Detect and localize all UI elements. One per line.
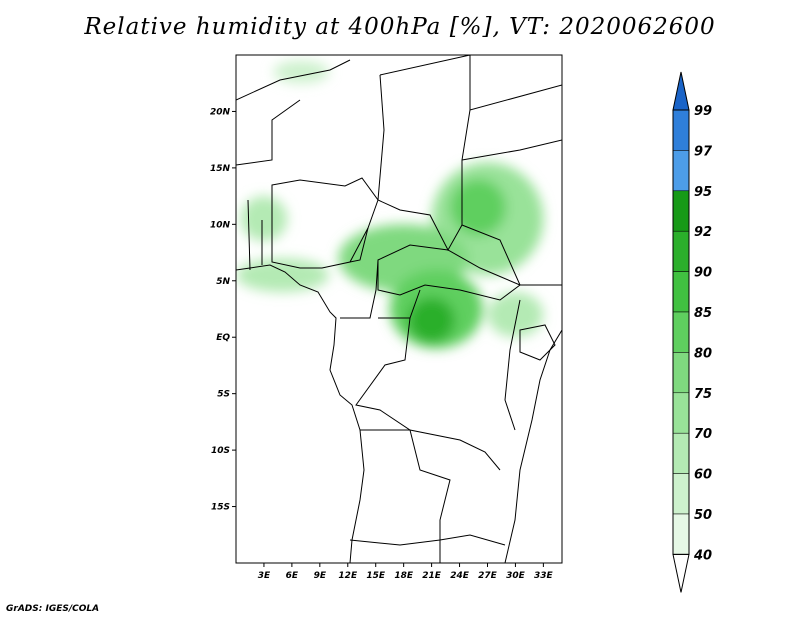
colorbar-swatch	[672, 230, 690, 272]
lon-tick-label: 18E	[394, 571, 414, 581]
border-angola	[360, 429, 451, 563]
colorbar-label: 99	[694, 104, 712, 119]
colorbar-label: 75	[694, 387, 712, 402]
colorbar-label: 50	[694, 508, 712, 523]
coastline-east-africa	[504, 329, 562, 563]
lat-tick-label: 20N	[210, 107, 231, 117]
colorbar-top-arrow	[672, 71, 690, 111]
border-drc	[355, 289, 521, 471]
colorbar-label: 80	[694, 346, 712, 361]
lon-tick-label: 15E	[366, 571, 386, 581]
lon-tick-label: 24E	[450, 571, 470, 581]
lake-victoria	[519, 324, 556, 361]
lat-tick-label: 15N	[210, 164, 231, 174]
coastline-west-africa	[236, 264, 365, 563]
lat-tick-label: 5N	[216, 277, 230, 287]
lon-tick-label: 9E	[314, 571, 327, 581]
border-sudan	[461, 139, 562, 286]
lon-tick-label: 21E	[422, 571, 442, 581]
colorbar-swatch	[672, 311, 690, 353]
border-cameroon	[340, 227, 379, 319]
colorbar-swatch	[672, 150, 690, 192]
humidity-area-sahel-east-core	[450, 179, 507, 236]
longitude-axis: 3E 6E 9E 12E 15E 18E 21E 24E 27E 30E 33E	[258, 563, 554, 581]
lat-tick-label: 10S	[211, 446, 230, 456]
lon-tick-label: 27E	[478, 571, 498, 581]
colorbar-label: 40	[693, 548, 712, 563]
colorbar-swatch	[672, 473, 690, 515]
colorbar-label: 85	[694, 306, 712, 321]
lon-tick-label: 30E	[506, 571, 526, 581]
lon-tick-label: 3E	[258, 571, 271, 581]
lat-tick-label: 5S	[217, 390, 230, 400]
humidity-area-east-africa	[487, 292, 544, 338]
lon-tick-label: 12E	[338, 571, 358, 581]
colorbar-label: 95	[694, 185, 712, 200]
colorbar-swatch	[672, 392, 690, 434]
colorbar-label: 97	[694, 144, 713, 159]
grads-credit: GrADS: IGES/COLA	[6, 604, 100, 614]
border-car	[377, 244, 521, 301]
border-south	[349, 534, 506, 546]
humidity-area-congo-core	[408, 297, 455, 343]
humidity-area-nigeria-west	[240, 196, 288, 242]
lat-tick-label: 10N	[210, 220, 231, 230]
colorbar-swatch	[672, 271, 690, 313]
colorbar: 40 50 60 70 75 80 85 90 92 95 97 99	[672, 71, 713, 593]
latitude-axis: 20N 15N 10N 5N EQ 5S 10S 15S	[210, 107, 236, 513]
colorbar-label: 92	[694, 225, 712, 240]
colorbar-outline	[672, 109, 690, 555]
colorbar-label: 70	[694, 427, 712, 442]
humidity-area-north-patch	[273, 60, 330, 84]
plot-frame	[235, 54, 563, 564]
colorbar-swatch	[672, 432, 690, 474]
map-title: Relative humidity at 400hPa [%], VT: 202…	[84, 14, 716, 40]
colorbar-label: 90	[694, 266, 712, 281]
country-borders	[236, 55, 562, 563]
lat-tick-label: 15S	[211, 503, 230, 513]
colorbar-bottom-arrow	[672, 553, 690, 593]
lon-tick-label: 6E	[286, 571, 299, 581]
lat-tick-label: EQ	[216, 333, 230, 343]
border-west-sahel	[236, 99, 301, 271]
colorbar-swatch	[672, 513, 690, 555]
colorbar-swatch	[672, 109, 690, 151]
border-chad	[377, 74, 471, 252]
colorbar-label: 60	[694, 468, 712, 483]
humidity-fields	[236, 60, 544, 349]
lon-tick-label: 33E	[534, 571, 554, 581]
colorbar-swatch	[672, 190, 690, 232]
colorbar-swatch	[672, 352, 690, 394]
